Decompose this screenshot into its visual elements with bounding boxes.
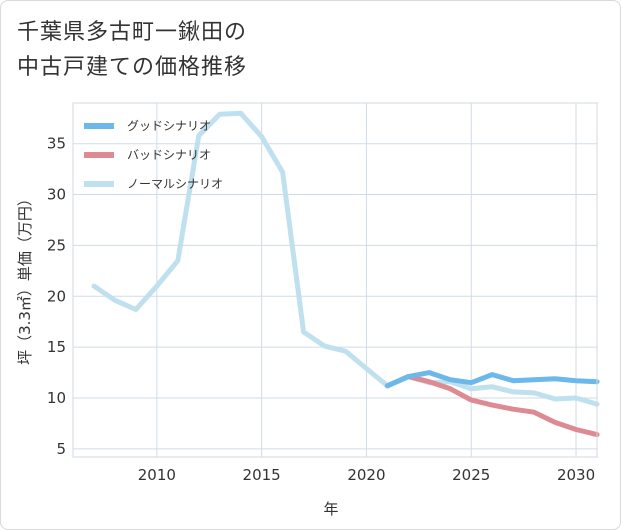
- y-tick-label: 10: [47, 389, 66, 407]
- legend-label: グッドシナリオ: [127, 119, 211, 133]
- legend-label: ノーマルシナリオ: [127, 177, 223, 191]
- x-tick-label: 2015: [243, 466, 281, 484]
- grid-lines: [73, 103, 597, 457]
- series-line-1: [384, 374, 600, 438]
- series-lines: [91, 110, 600, 438]
- y-tick-label: 30: [47, 186, 66, 204]
- y-tick-label: 35: [47, 135, 66, 153]
- plot-frame: [72, 102, 598, 458]
- y-tick-label: 25: [47, 236, 66, 254]
- x-tick-label: 2025: [452, 466, 490, 484]
- x-axis-label: 年: [323, 500, 338, 518]
- series-line-0: [384, 370, 600, 389]
- x-tick-label: 2030: [557, 466, 595, 484]
- series-line-2: [91, 110, 600, 407]
- y-tick-label: 20: [47, 287, 66, 305]
- chart-title: 千葉県多古町一鍬田の 中古戸建ての価格推移: [17, 15, 577, 85]
- y-tick-label: 15: [47, 338, 66, 356]
- legend-label: バッドシナリオ: [127, 148, 211, 162]
- title-line-1: 千葉県多古町一鍬田の: [17, 20, 248, 45]
- x-tick-label: 2020: [347, 466, 385, 484]
- y-axis-label: 坪（3.3㎡）単価（万円）: [16, 191, 34, 365]
- x-tick-label: 2010: [138, 466, 176, 484]
- title-line-2: 中古戸建ての価格推移: [17, 55, 248, 80]
- y-tick-label: 5: [56, 440, 66, 458]
